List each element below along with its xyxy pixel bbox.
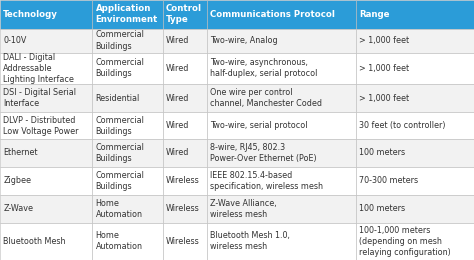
Bar — [0, 139, 92, 167]
Bar — [92, 167, 163, 195]
Bar — [356, 195, 474, 223]
Text: One wire per control
channel, Manchester Coded: One wire per control channel, Manchester… — [210, 88, 322, 108]
Bar — [163, 195, 207, 223]
Text: IEEE 802.15.4-based
specification, wireless mesh: IEEE 802.15.4-based specification, wirel… — [210, 171, 323, 191]
Bar — [207, 84, 356, 112]
Text: Bluetooth Mesh 1.0,
wireless mesh: Bluetooth Mesh 1.0, wireless mesh — [210, 231, 290, 251]
Text: Two-wire, serial protocol: Two-wire, serial protocol — [210, 121, 308, 130]
Bar — [163, 84, 207, 112]
Text: Two-wire, Analog: Two-wire, Analog — [210, 36, 278, 45]
Text: 100-1,000 meters
(depending on mesh
relaying configuration): 100-1,000 meters (depending on mesh rela… — [359, 226, 451, 257]
Bar — [207, 139, 356, 167]
Bar — [92, 195, 163, 223]
Bar — [207, 29, 356, 53]
Bar — [92, 0, 163, 29]
Bar — [356, 29, 474, 53]
Bar — [0, 53, 92, 84]
Text: DALI - Digital
Addressable
Lighting Interface: DALI - Digital Addressable Lighting Inte… — [3, 53, 74, 84]
Bar — [207, 223, 356, 260]
Text: Bluetooth Mesh: Bluetooth Mesh — [3, 237, 66, 246]
Text: Communications Protocol: Communications Protocol — [210, 10, 335, 19]
Bar — [0, 29, 92, 53]
Bar — [92, 53, 163, 84]
Text: Commercial
Buildings: Commercial Buildings — [96, 171, 145, 191]
Text: 100 meters: 100 meters — [359, 148, 405, 158]
Text: Commercial
Buildings: Commercial Buildings — [96, 143, 145, 163]
Text: Home
Automation: Home Automation — [96, 199, 143, 219]
Bar — [0, 84, 92, 112]
Bar — [92, 29, 163, 53]
Text: 100 meters: 100 meters — [359, 204, 405, 213]
Text: 70-300 meters: 70-300 meters — [359, 176, 419, 185]
Bar — [356, 53, 474, 84]
Text: Home
Automation: Home Automation — [96, 231, 143, 251]
Text: > 1,000 feet: > 1,000 feet — [359, 36, 410, 45]
Text: Wireless: Wireless — [166, 237, 200, 246]
Bar — [207, 112, 356, 139]
Bar — [0, 223, 92, 260]
Bar — [163, 29, 207, 53]
Bar — [163, 112, 207, 139]
Bar — [356, 0, 474, 29]
Text: Commercial
Buildings: Commercial Buildings — [96, 58, 145, 79]
Bar — [163, 139, 207, 167]
Text: Wired: Wired — [166, 148, 189, 158]
Text: Ethernet: Ethernet — [3, 148, 38, 158]
Text: > 1,000 feet: > 1,000 feet — [359, 64, 410, 73]
Bar — [163, 223, 207, 260]
Text: > 1,000 feet: > 1,000 feet — [359, 94, 410, 103]
Text: 8-wire, RJ45, 802.3
Power-Over Ethernet (PoE): 8-wire, RJ45, 802.3 Power-Over Ethernet … — [210, 143, 317, 163]
Text: Two-wire, asynchronous,
half-duplex, serial protocol: Two-wire, asynchronous, half-duplex, ser… — [210, 58, 318, 79]
Bar — [356, 167, 474, 195]
Text: Application
Environment: Application Environment — [96, 4, 158, 24]
Text: 0-10V: 0-10V — [3, 36, 27, 45]
Text: Wired: Wired — [166, 64, 189, 73]
Text: Range: Range — [359, 10, 390, 19]
Bar — [207, 167, 356, 195]
Bar — [0, 0, 92, 29]
Bar — [92, 112, 163, 139]
Bar — [92, 84, 163, 112]
Bar — [92, 139, 163, 167]
Text: Z-Wave Alliance,
wireless mesh: Z-Wave Alliance, wireless mesh — [210, 199, 277, 219]
Text: Wired: Wired — [166, 94, 189, 103]
Text: Control
Type: Control Type — [166, 4, 202, 24]
Text: Z-Wave: Z-Wave — [3, 204, 33, 213]
Text: Wired: Wired — [166, 36, 189, 45]
Text: Wireless: Wireless — [166, 176, 200, 185]
Text: Zigbee: Zigbee — [3, 176, 31, 185]
Bar — [356, 223, 474, 260]
Bar — [356, 139, 474, 167]
Text: Wireless: Wireless — [166, 204, 200, 213]
Text: 30 feet (to controller): 30 feet (to controller) — [359, 121, 446, 130]
Text: Residential: Residential — [96, 94, 140, 103]
Text: Commercial
Buildings: Commercial Buildings — [96, 30, 145, 51]
Bar — [92, 223, 163, 260]
Bar — [0, 112, 92, 139]
Bar — [207, 0, 356, 29]
Text: Technology: Technology — [3, 10, 58, 19]
Bar — [163, 167, 207, 195]
Text: Commercial
Buildings: Commercial Buildings — [96, 115, 145, 136]
Bar — [207, 53, 356, 84]
Bar — [163, 0, 207, 29]
Text: Wired: Wired — [166, 121, 189, 130]
Text: DLVP - Distributed
Low Voltage Power: DLVP - Distributed Low Voltage Power — [3, 115, 79, 136]
Bar — [356, 84, 474, 112]
Bar — [163, 53, 207, 84]
Bar — [0, 195, 92, 223]
Bar — [0, 167, 92, 195]
Text: DSI - Digital Serial
Interface: DSI - Digital Serial Interface — [3, 88, 76, 108]
Bar — [356, 112, 474, 139]
Bar — [207, 195, 356, 223]
